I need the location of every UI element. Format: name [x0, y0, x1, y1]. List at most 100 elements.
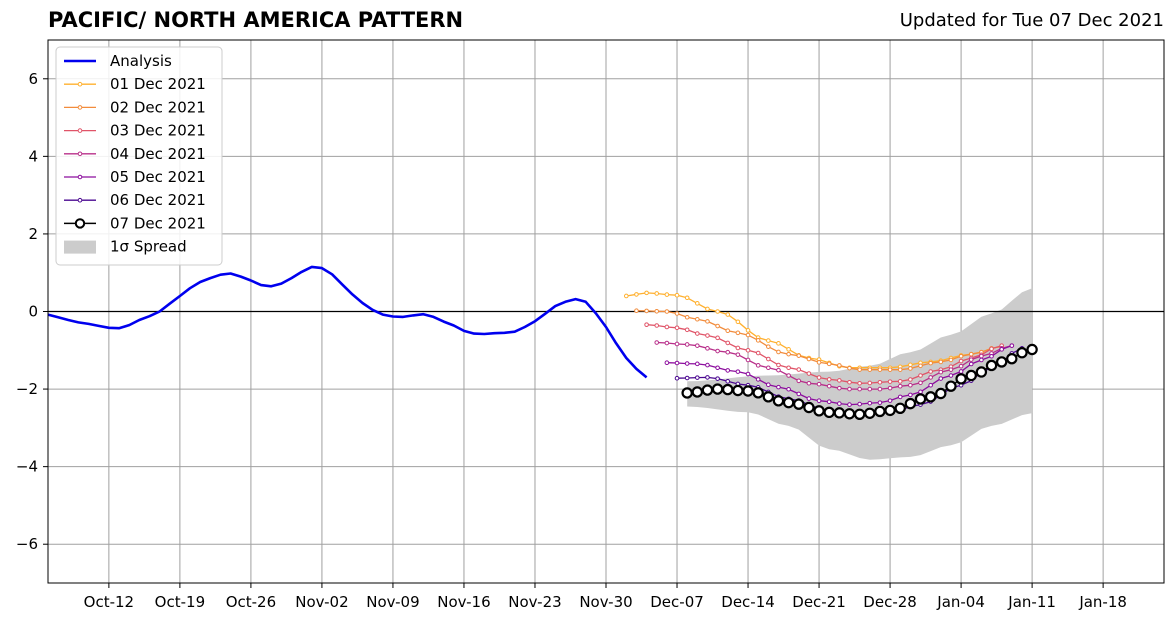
legend-label: 03 Dec 2021: [110, 122, 206, 140]
forecast-point: [786, 351, 791, 357]
forecast-point: [837, 401, 842, 406]
forecast-point: [816, 398, 822, 404]
x-tick-label: Oct-12: [84, 593, 134, 611]
forecast-point: [654, 323, 660, 328]
forecast-point: [766, 338, 771, 343]
forecast-point: [979, 353, 984, 359]
latest-forecast-point: [722, 383, 734, 396]
forecast-point: [958, 358, 964, 364]
forecast-point: [887, 385, 893, 391]
forecast-point: [938, 369, 944, 375]
forecast-point: [776, 367, 781, 373]
forecast-point: [705, 375, 710, 380]
forecast-point: [979, 357, 984, 363]
forecast-point: [725, 340, 731, 346]
legend-swatch-marker: [77, 105, 83, 110]
forecast-point: [634, 308, 639, 314]
forecast-point: [654, 308, 660, 314]
forecast-point: [705, 319, 710, 324]
forecast-point: [938, 359, 944, 365]
forecast-point: [918, 363, 923, 369]
latest-forecast-point: [803, 401, 815, 414]
forecast-point: [674, 325, 680, 331]
forecast-point: [806, 380, 812, 386]
forecast-point: [735, 319, 741, 325]
forecast-point: [826, 399, 832, 405]
legend-swatch-spread: [64, 240, 96, 254]
legend-label: 01 Dec 2021: [110, 75, 206, 93]
y-tick-label: −2: [16, 380, 38, 398]
forecast-point: [999, 347, 1004, 352]
forecast-point: [806, 356, 812, 362]
forecast-point: [725, 349, 731, 355]
forecast-point: [695, 331, 700, 336]
forecast-point: [948, 357, 954, 363]
forecast-point: [887, 398, 893, 403]
legend-swatch-marker: [74, 218, 86, 229]
forecast-point: [776, 362, 781, 368]
forecast-point: [715, 348, 720, 354]
forecast-point: [989, 346, 994, 352]
forecast-point: [755, 338, 761, 343]
forecast-point: [837, 363, 842, 368]
forecast-point: [745, 371, 751, 377]
forecast-point: [745, 357, 751, 363]
latest-forecast-point: [995, 356, 1008, 368]
forecast-point: [897, 379, 903, 384]
forecast-series-4: [654, 340, 1015, 392]
forecast-point: [837, 378, 842, 383]
forecast-point: [826, 377, 832, 382]
forecast-point: [918, 373, 923, 378]
forecast-point: [877, 386, 883, 392]
y-tick-label: 0: [28, 303, 38, 321]
forecast-point: [674, 375, 680, 381]
forecast-point: [857, 380, 862, 386]
forecast-point: [684, 314, 690, 320]
latest-forecast-point: [853, 408, 866, 420]
legend-swatch-marker: [77, 197, 83, 203]
latest-forecast-point: [914, 393, 927, 405]
latest-forecast-point: [691, 386, 704, 398]
x-tick-label: Nov-02: [295, 593, 348, 611]
forecast-point: [725, 328, 731, 334]
forecast-point: [786, 347, 791, 352]
forecast-point: [755, 363, 761, 368]
forecast-point: [644, 308, 649, 314]
legend-label: 07 Dec 2021: [110, 214, 206, 232]
forecast-point: [928, 382, 933, 388]
forecast-point: [877, 367, 883, 372]
forecast-point: [968, 351, 974, 357]
legend: Analysis 01 Dec 2021 02 Dec 2021 03 Dec 202…: [55, 46, 223, 266]
latest-forecast-point: [732, 384, 744, 397]
x-tick-label: Jan-11: [1007, 593, 1056, 611]
forecast-point: [867, 386, 873, 392]
legend-box: [55, 46, 223, 266]
forecast-point: [776, 341, 781, 346]
forecast-point: [806, 371, 812, 376]
forecast-point: [897, 394, 903, 400]
latest-forecast-point: [701, 384, 714, 396]
forecast-point: [887, 367, 893, 372]
forecast-point: [705, 362, 710, 368]
forecast-point: [786, 373, 791, 378]
forecast-point: [776, 349, 781, 355]
forecast-point: [796, 367, 802, 372]
forecast-point: [877, 379, 883, 385]
forecast-point: [695, 316, 700, 322]
forecast-point: [725, 379, 731, 384]
x-tick-label: Nov-09: [366, 593, 419, 611]
forecast-point: [634, 292, 639, 297]
forecast-point: [705, 306, 710, 312]
latest-forecast-point: [924, 391, 937, 403]
latest-forecast-point: [772, 395, 785, 407]
forecast-point: [877, 400, 883, 405]
forecast-point: [735, 330, 741, 336]
forecast-point: [968, 357, 974, 362]
legend-label: 04 Dec 2021: [110, 145, 206, 163]
forecast-point: [887, 379, 893, 384]
forecast-point: [766, 365, 771, 371]
forecast-point: [664, 340, 670, 346]
latest-forecast-point: [985, 359, 998, 372]
forecast-point: [644, 322, 649, 327]
